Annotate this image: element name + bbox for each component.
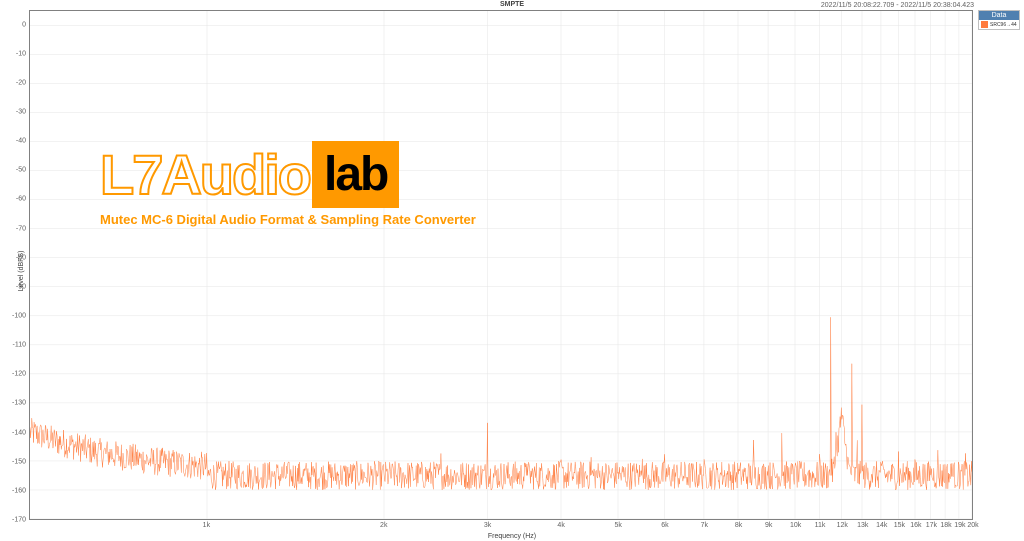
x-tick-label: 13k: [857, 522, 868, 529]
x-tick-label: 6k: [661, 522, 668, 529]
x-tick-label: 1k: [203, 522, 210, 529]
y-tick-label: -30: [16, 109, 26, 116]
x-tick-label: 20k: [967, 522, 978, 529]
y-tick-label: -20: [16, 79, 26, 86]
y-tick-label: -70: [16, 225, 26, 232]
y-tick-container: 0 -10 -20 -30 -40 -50 -60 -70 -80 -90 -100 -110 -120…: [0, 10, 28, 520]
y-tick-label: -130: [12, 400, 26, 407]
y-tick-label: -120: [12, 371, 26, 378]
y-tick-label: -140: [12, 429, 26, 436]
legend-header: Data: [979, 11, 1019, 20]
y-tick-label: -150: [12, 458, 26, 465]
legend-label: SRC96→44.1: [990, 22, 1017, 28]
y-tick-label: -50: [16, 167, 26, 174]
legend-item[interactable]: SRC96→44.1: [979, 20, 1019, 29]
y-tick-label: -100: [12, 313, 26, 320]
y-tick-label: -10: [16, 50, 26, 57]
y-tick-label: -40: [16, 138, 26, 145]
x-tick-label: 9k: [765, 522, 772, 529]
x-tick-label: 15k: [894, 522, 905, 529]
spectrum-svg: [30, 11, 972, 519]
plot-area[interactable]: L7Audio lab Mutec MC-6 Digital Audio For…: [29, 10, 973, 520]
x-tick-label: 4k: [557, 522, 564, 529]
y-tick-label: -170: [12, 517, 26, 524]
y-tick-label: 0: [22, 21, 26, 28]
y-tick-label: -90: [16, 283, 26, 290]
x-axis-label: Frequency (Hz): [0, 533, 1024, 540]
x-tick-label: 2k: [380, 522, 387, 529]
x-tick-label: 12k: [837, 522, 848, 529]
y-tick-label: -80: [16, 254, 26, 261]
y-tick-label: -160: [12, 487, 26, 494]
x-tick-label: 3k: [484, 522, 491, 529]
measurement-page: SMPTE 2022/11/5 20:08:22.709 - 2022/11/5…: [0, 0, 1024, 541]
x-tick-label: 14k: [876, 522, 887, 529]
legend-box: Data SRC96→44.1: [978, 10, 1020, 30]
x-tick-container: 1k 2k 3k 4k 5k 6k 7k 8k 9k 10k 11k 12k 13k 14k 15k 16k 1…: [29, 521, 973, 533]
y-tick-label: -110: [13, 342, 27, 349]
x-tick-label: 8k: [735, 522, 742, 529]
x-tick-label: 17k: [926, 522, 937, 529]
x-tick-label: 10k: [790, 522, 801, 529]
timestamp: 2022/11/5 20:08:22.709 - 2022/11/5 20:38…: [821, 2, 974, 9]
x-tick-label: 7k: [701, 522, 708, 529]
x-tick-label: 16k: [910, 522, 921, 529]
x-tick-label: 19k: [954, 522, 965, 529]
y-tick-label: -60: [16, 196, 26, 203]
x-tick-label: 5k: [615, 522, 622, 529]
x-tick-label: 18k: [940, 522, 951, 529]
x-tick-label: 11k: [815, 522, 826, 529]
legend-swatch: [981, 21, 988, 28]
